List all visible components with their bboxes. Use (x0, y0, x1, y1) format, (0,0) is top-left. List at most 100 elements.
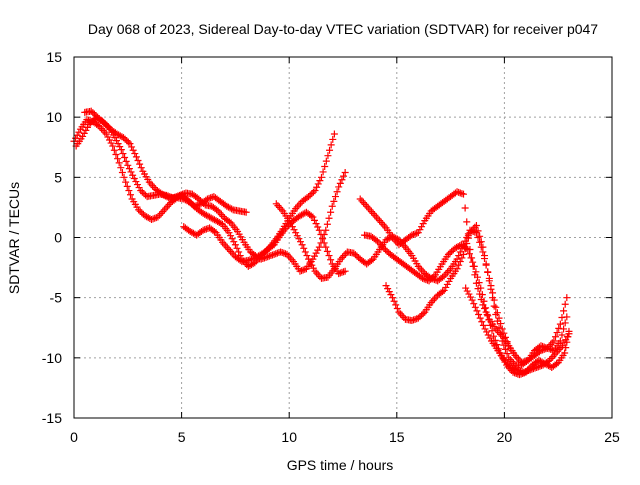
data-point-interp (501, 345, 509, 353)
data-point-interp (411, 230, 419, 238)
data-point (317, 173, 325, 181)
data-point-interp (512, 365, 520, 373)
data-point-interp (552, 333, 560, 341)
data-point-interp (299, 266, 307, 274)
data-point (520, 368, 528, 376)
data-point-interp (469, 262, 477, 270)
data-point-interp (560, 339, 568, 347)
series-track-h (356, 188, 571, 367)
data-point-interp (80, 129, 88, 137)
data-point-interp (117, 164, 125, 172)
data-point-interp (490, 302, 498, 310)
data-point (526, 366, 534, 374)
data-point-interp (116, 143, 124, 151)
data-point-interp (301, 248, 309, 256)
data-point-interp (456, 258, 464, 266)
data-point-interp (228, 235, 236, 243)
data-point-interp (384, 285, 392, 293)
data-point-interp (314, 180, 322, 188)
data-point-interp (135, 184, 143, 192)
data-point (341, 169, 349, 177)
data-point-interp (353, 252, 361, 260)
data-point-interp (336, 269, 344, 277)
data-point (561, 349, 569, 357)
data-point-interp (553, 360, 561, 368)
data-point-interp (102, 121, 110, 129)
data-point (419, 274, 427, 282)
data-point-interp (562, 336, 570, 344)
data-point-interp (119, 150, 127, 158)
data-point (298, 241, 306, 249)
data-point-interp (325, 252, 333, 260)
data-point-interp (263, 246, 271, 254)
data-point (507, 363, 515, 371)
data-point-interp (467, 293, 475, 301)
data-point (322, 243, 330, 251)
data-point-interp (298, 267, 306, 275)
data-point-interp (95, 115, 103, 123)
data-point-interp (558, 314, 566, 322)
data-point-interp (103, 122, 111, 130)
data-point-interp (464, 232, 472, 240)
data-point-interp (419, 310, 427, 318)
data-point-interp (392, 301, 400, 309)
axis-ticks: 0 5 10 15 20 25 -15 -10 -5 0 5 10 15 (42, 49, 620, 445)
data-point-interp (323, 247, 331, 255)
data-point-interp (419, 220, 427, 228)
data-point-interp (136, 160, 144, 168)
data-point-interp (493, 317, 501, 325)
data-point (311, 187, 319, 195)
data-point (100, 119, 108, 127)
data-point (264, 253, 272, 261)
data-point-interp (192, 202, 200, 210)
data-point-interp (336, 179, 344, 187)
data-point (85, 120, 93, 128)
data-point-interp (173, 193, 181, 201)
x-tick-label: 5 (178, 429, 186, 445)
data-point-interp (187, 199, 195, 207)
data-point-interp (163, 193, 171, 201)
data-point-interp (510, 365, 518, 373)
data-point-interp (351, 251, 359, 259)
data-point-interp (519, 358, 527, 366)
data-point-interp (411, 315, 419, 323)
data-point-interp (278, 249, 286, 257)
data-point-interp (439, 273, 447, 281)
data-point (126, 140, 134, 148)
data-point-interp (553, 329, 561, 337)
data-point (203, 195, 211, 203)
data-point-interp (120, 173, 128, 181)
chart-title: Day 068 of 2023, Sidereal Day-to-day VTE… (88, 21, 598, 37)
y-tick-label: 5 (54, 169, 62, 185)
data-point (563, 313, 571, 321)
data-point (388, 294, 396, 302)
data-point-interp (287, 220, 295, 228)
data-point-interp (465, 290, 473, 298)
data-point-interp (104, 133, 112, 141)
data-point-interp (428, 274, 436, 282)
data-point (462, 284, 470, 292)
data-point (292, 229, 300, 237)
data-point-interp (314, 246, 322, 254)
data-point-interp (295, 235, 303, 243)
data-point-interp (508, 364, 516, 372)
data-point-interp (132, 178, 140, 186)
data-point-interp (463, 218, 471, 226)
data-point-interp (558, 331, 566, 339)
data-point-interp (265, 252, 273, 260)
data-point-interp (473, 307, 481, 315)
data-point (119, 134, 127, 142)
data-point (498, 325, 506, 333)
data-point-interp (308, 261, 316, 269)
data-point-interp (121, 135, 129, 143)
data-point-interp (123, 137, 131, 145)
data-point-interp (517, 367, 525, 375)
data-point (184, 196, 192, 204)
data-point (453, 265, 461, 273)
data-point-interp (259, 255, 267, 263)
data-point-interp (387, 291, 395, 299)
data-point-interp (416, 226, 424, 234)
data-point-interp (536, 362, 544, 370)
data-point-interp (134, 156, 142, 164)
data-point-interp (125, 165, 133, 173)
